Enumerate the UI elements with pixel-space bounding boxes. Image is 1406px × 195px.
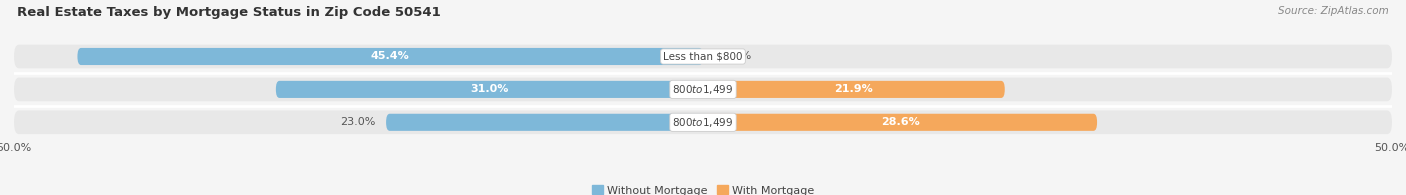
Text: Real Estate Taxes by Mortgage Status in Zip Code 50541: Real Estate Taxes by Mortgage Status in … (17, 6, 440, 19)
FancyBboxPatch shape (703, 114, 1097, 131)
FancyBboxPatch shape (77, 48, 703, 65)
Text: 28.6%: 28.6% (880, 117, 920, 127)
Text: Source: ZipAtlas.com: Source: ZipAtlas.com (1278, 6, 1389, 16)
FancyBboxPatch shape (276, 81, 703, 98)
FancyBboxPatch shape (14, 110, 1392, 134)
FancyBboxPatch shape (14, 45, 1392, 68)
Text: 0.0%: 0.0% (724, 51, 752, 61)
FancyBboxPatch shape (703, 81, 1005, 98)
Text: 45.4%: 45.4% (371, 51, 409, 61)
FancyBboxPatch shape (14, 78, 1392, 101)
FancyBboxPatch shape (387, 114, 703, 131)
Text: 21.9%: 21.9% (835, 84, 873, 94)
Text: 31.0%: 31.0% (470, 84, 509, 94)
Text: 23.0%: 23.0% (340, 117, 375, 127)
Text: $800 to $1,499: $800 to $1,499 (672, 116, 734, 129)
Text: Less than $800: Less than $800 (664, 51, 742, 61)
Text: $800 to $1,499: $800 to $1,499 (672, 83, 734, 96)
Legend: Without Mortgage, With Mortgage: Without Mortgage, With Mortgage (588, 181, 818, 195)
